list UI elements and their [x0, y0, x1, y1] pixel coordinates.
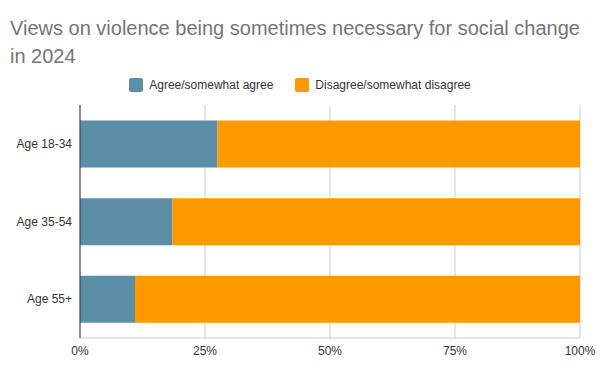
html-text:Views on violence being someti: Views on violence being sometimes necess…: [10, 17, 580, 67]
html-text:Agree/somewhat agree: Agree/somewhat agree: [149, 78, 274, 92]
svg-text:100%: 100%: [565, 344, 592, 358]
svg-text:75%: 75%: [443, 344, 467, 358]
html-text:Disagree/somewhat disagree: Disagree/somewhat disagree: [315, 78, 471, 92]
svg-text:Age 35-54: Age 35-54: [17, 215, 73, 229]
svg-text:0%: 0%: [71, 344, 89, 358]
svg-text:Age 18-34: Age 18-34: [17, 137, 73, 151]
svg-text:25%: 25%: [193, 344, 217, 358]
svg-text:Age 55+: Age 55+: [27, 292, 72, 306]
svg-text:50%: 50%: [318, 344, 342, 358]
